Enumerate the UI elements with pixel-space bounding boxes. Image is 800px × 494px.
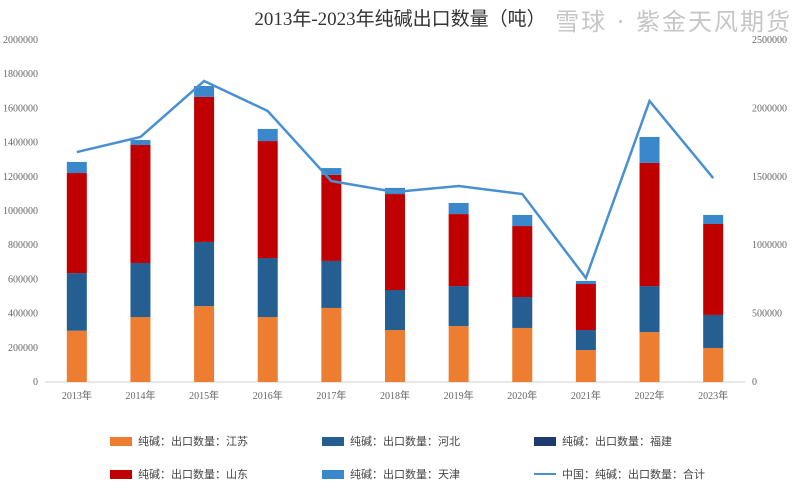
y-left-tick-label: 2000000 xyxy=(3,35,38,46)
bar-segment xyxy=(703,214,724,224)
legend-swatch xyxy=(534,436,556,446)
y-left-tick-label: 200000 xyxy=(8,343,38,354)
legend-item-shandong: 纯碱：出口数量：山东 xyxy=(110,466,248,482)
bar-segment xyxy=(448,286,469,327)
bar-segment xyxy=(194,96,215,242)
bar-segment xyxy=(385,330,405,382)
bar-segment xyxy=(257,128,278,142)
y-left-tick-label: 600000 xyxy=(8,274,38,285)
bar-segment xyxy=(639,136,660,163)
bar-segment xyxy=(194,306,215,382)
legend-item-fujian: 纯碱：出口数量：福建 xyxy=(534,433,672,449)
y-left-tick-label: 800000 xyxy=(8,240,38,251)
x-tick-label: 2019年 xyxy=(444,389,474,402)
watermark: 雪球 · 紫金天风期货 xyxy=(555,8,792,36)
bar-segment xyxy=(703,347,724,382)
x-tick-label: 2023年 xyxy=(698,389,728,402)
bar-segment xyxy=(130,144,151,263)
y-left-tick-label: 400000 xyxy=(8,309,38,320)
y-right-tick-label: 1500000 xyxy=(752,172,787,183)
x-tick-label: 2015年 xyxy=(189,389,219,402)
x-tick-label: 2014年 xyxy=(125,389,155,402)
bar-segment xyxy=(639,162,660,287)
bar-segment xyxy=(575,330,596,351)
bar-segment xyxy=(130,262,151,318)
bar-segment xyxy=(321,307,342,382)
bar-segment xyxy=(639,286,660,333)
bar-segment xyxy=(448,202,469,215)
x-tick-label: 2013年 xyxy=(62,389,92,402)
x-tick-label: 2021年 xyxy=(571,389,601,402)
legend-swatch xyxy=(110,469,132,479)
bar-segment xyxy=(703,314,724,348)
bar-segment xyxy=(575,280,596,285)
bar-segment xyxy=(321,174,342,261)
y-right-tick-label: 500000 xyxy=(752,309,782,320)
bar-segment xyxy=(66,330,87,382)
bar-segment xyxy=(575,284,596,331)
bar-segment xyxy=(66,173,87,274)
bar-segment xyxy=(639,332,660,382)
bar-segment xyxy=(257,141,278,259)
x-tick-label: 2020年 xyxy=(507,389,537,402)
legend-line xyxy=(534,473,556,475)
bar-segment xyxy=(130,317,151,382)
bar-segment xyxy=(194,241,215,307)
y-left-tick-label: 1000000 xyxy=(3,206,38,217)
bar-segment xyxy=(321,260,342,308)
legend-swatch xyxy=(110,436,132,446)
legend-swatch xyxy=(322,469,344,479)
bar-segment xyxy=(575,350,596,382)
bar-segment xyxy=(448,326,469,382)
x-tick-label: 2022年 xyxy=(635,389,665,402)
x-tick-label: 2017年 xyxy=(316,389,346,402)
legend-item-jiangsu: 纯碱：出口数量：江苏 xyxy=(110,433,248,449)
y-right-tick-label: 0 xyxy=(752,377,757,388)
x-tick-label: 2018年 xyxy=(380,389,410,402)
bar-segment xyxy=(512,297,533,328)
bar-segment xyxy=(385,290,405,331)
y-right-tick-label: 1000000 xyxy=(752,240,787,251)
plot-area: 0 200000 400000 600000 800000 1000000 1200000 1… xyxy=(3,35,787,402)
bar-segment xyxy=(194,85,215,97)
bar-segment xyxy=(66,273,87,331)
legend-label: 纯碱：出口数量：山东 xyxy=(138,469,248,481)
bar-segment xyxy=(448,214,469,287)
y-left-tick-label: 0 xyxy=(33,377,38,388)
bar-segment xyxy=(321,168,342,175)
legend-item-hebei: 纯碱：出口数量：河北 xyxy=(322,433,460,449)
legend-label: 纯碱：出口数量：福建 xyxy=(562,436,672,448)
bar-segment xyxy=(257,258,278,318)
bar-segment xyxy=(512,327,533,382)
y-left-tick-label: 1800000 xyxy=(3,69,38,80)
chart-title: 2013年-2023年纯碱出口数量（吨） xyxy=(254,9,546,30)
legend-swatch xyxy=(322,436,344,446)
bar-segment xyxy=(385,194,405,291)
y-left-tick-label: 1600000 xyxy=(3,103,38,114)
bar-segment xyxy=(512,214,533,227)
bar-segment xyxy=(257,317,278,382)
bar-segment xyxy=(130,140,151,145)
legend-label: 纯碱：出口数量：天津 xyxy=(350,469,460,481)
y-right-tick-label: 2000000 xyxy=(752,103,787,114)
legend-label: 中国：纯碱：出口数量：合计 xyxy=(562,469,705,481)
legend-label: 纯碱：出口数量：河北 xyxy=(350,436,460,448)
bar-segment xyxy=(703,223,724,315)
bar-segment xyxy=(512,226,533,298)
legend-label: 纯碱：出口数量：江苏 xyxy=(138,436,248,448)
bar-segment xyxy=(66,161,87,174)
legend-item-total: 中国：纯碱：出口数量：合计 xyxy=(534,466,705,482)
legend-item-tianjin: 纯碱：出口数量：天津 xyxy=(322,466,460,482)
y-left-tick-label: 1400000 xyxy=(3,138,38,149)
y-right-tick-label: 2500000 xyxy=(752,35,787,46)
y-left-tick-label: 1200000 xyxy=(3,172,38,183)
x-tick-label: 2016年 xyxy=(253,389,283,402)
